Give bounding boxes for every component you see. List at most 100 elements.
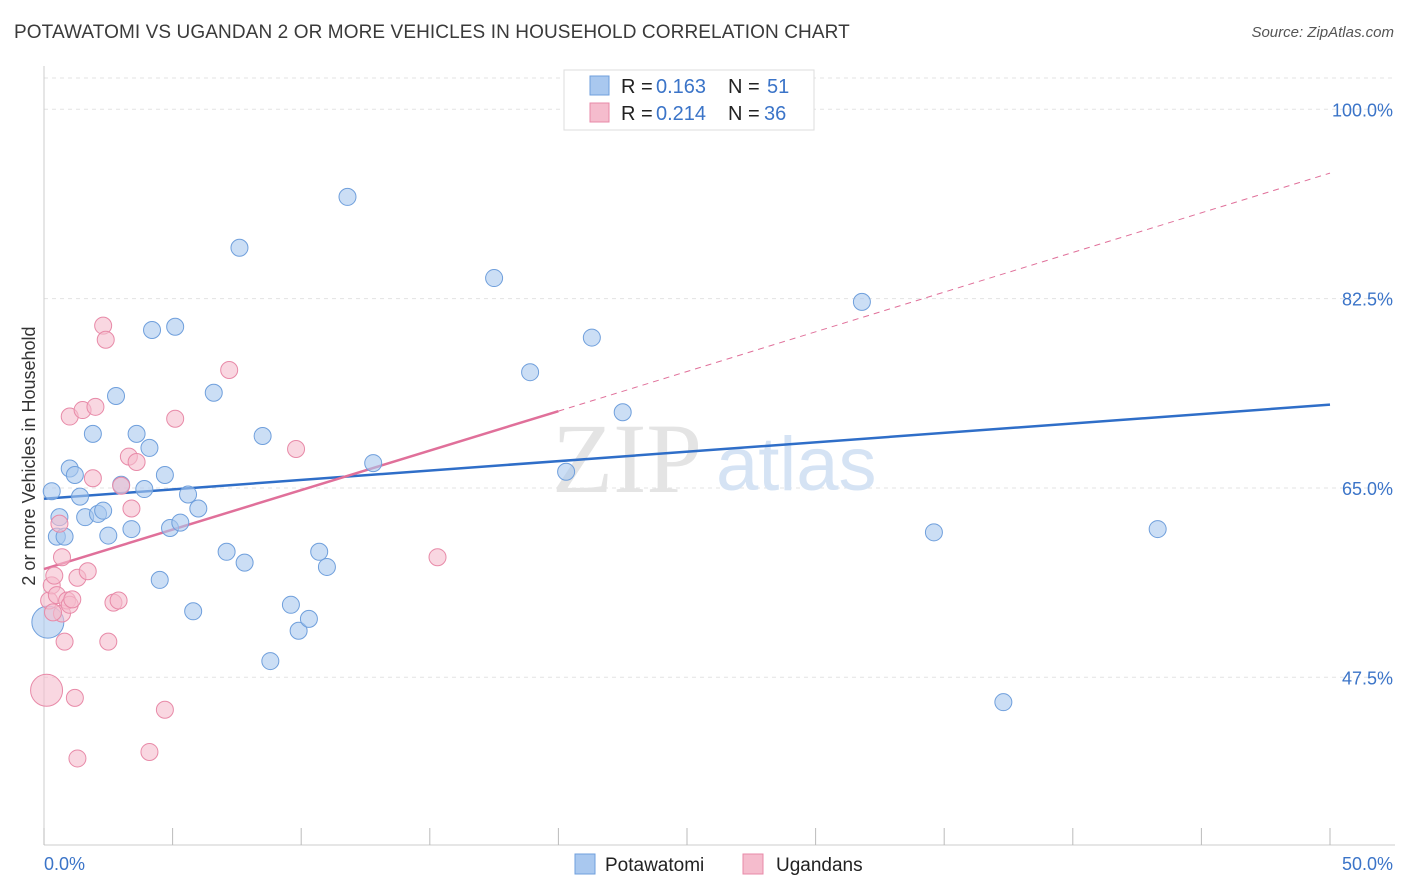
axes <box>43 66 1395 846</box>
ugandans-point <box>63 590 82 609</box>
potawatomi-point <box>281 595 300 614</box>
ugandans-point <box>68 749 87 768</box>
ugandans-point <box>44 603 63 622</box>
legend-swatch-blue <box>589 75 610 96</box>
potawatomi-point <box>261 652 280 671</box>
potawatomi-point <box>171 513 190 532</box>
legend-r-label: R = <box>621 76 653 98</box>
potawatomi-point <box>122 520 141 539</box>
y-tick-label: 100.0% <box>1332 100 1393 120</box>
potawatomi-point <box>150 570 169 589</box>
x-tick-label: 0.0% <box>44 854 85 874</box>
ugandans-point <box>287 440 306 459</box>
potawatomi-point <box>217 542 236 561</box>
watermark-zip: ZIP <box>552 403 702 514</box>
ugandans-trend-line <box>43 409 559 571</box>
legend-n-label: N = <box>728 103 760 125</box>
bottom-legend: Potawatomi Ugandans <box>574 853 863 876</box>
ugandans-point <box>140 742 159 761</box>
y-axis-label: 2 or more Vehicles in Household <box>19 326 39 585</box>
source-label: Source: ZipAtlas.com <box>1251 24 1394 41</box>
legend-n-value: 51 <box>767 76 789 98</box>
potawatomi-point <box>299 609 318 628</box>
ugandans-point <box>65 688 84 707</box>
potawatomi-point <box>140 438 159 457</box>
x-tick-labels: 0.0% 50.0% <box>44 854 1393 874</box>
ugandans-point <box>122 499 141 518</box>
ugandans-point <box>53 548 72 567</box>
ugandans-point <box>83 469 102 488</box>
legend-r-value: 0.214 <box>656 103 706 125</box>
potawatomi-point <box>364 454 383 473</box>
ugandans-point <box>127 452 146 471</box>
potawatomi-point <box>107 386 126 405</box>
potawatomi-point <box>310 542 329 561</box>
potawatomi-point <box>613 403 632 422</box>
bottom-legend-swatch-pink <box>742 853 764 875</box>
potawatomi-point <box>1148 520 1167 539</box>
potawatomi-point <box>253 427 272 446</box>
potawatomi-point <box>135 480 154 499</box>
potawatomi-point <box>924 523 943 542</box>
potawatomi-point <box>521 363 540 382</box>
ugandans-point <box>96 330 115 349</box>
bottom-legend-ugandans: Ugandans <box>776 855 863 876</box>
potawatomi-point <box>65 465 84 484</box>
gridlines <box>44 77 1395 678</box>
potawatomi-point <box>852 292 871 311</box>
legend-r-value: 0.163 <box>656 76 706 98</box>
potawatomi-point <box>230 238 249 257</box>
potawatomi-point <box>179 485 198 504</box>
ugandans-point <box>155 700 174 719</box>
potawatomi-point <box>485 269 504 288</box>
top-legend: R = 0.163 N = 51 R = 0.214 N = 36 <box>563 69 815 131</box>
data-points <box>30 97 1167 768</box>
y-tick-label: 82.5% <box>1342 290 1393 310</box>
bottom-legend-swatch-blue <box>574 853 596 875</box>
ugandans-point <box>220 361 239 380</box>
ugandans-point <box>55 632 74 651</box>
bottom-legend-potawatomi: Potawatomi <box>605 855 704 876</box>
ugandans-point <box>50 514 69 533</box>
potawatomi-point <box>94 501 113 520</box>
ugandans-point <box>78 562 97 581</box>
potawatomi-point <box>994 693 1013 712</box>
potawatomi-point <box>317 557 336 576</box>
trend-lines <box>43 172 1331 571</box>
potawatomi-point <box>289 621 308 640</box>
y-tick-labels: 47.5% 65.0% 82.5% 100.0% <box>1332 100 1393 688</box>
ugandans-point <box>99 632 118 651</box>
potawatomi-point <box>99 526 118 545</box>
chart-title: POTAWATOMI VS UGANDAN 2 OR MORE VEHICLES… <box>14 22 850 43</box>
potawatomi-point <box>189 499 208 518</box>
potawatomi-point <box>155 465 174 484</box>
potawatomi-point <box>235 553 254 572</box>
potawatomi-point <box>557 462 576 481</box>
ugandans-trend-extension <box>558 172 1331 412</box>
ugandans-point <box>428 548 447 567</box>
potawatomi-point <box>204 383 223 402</box>
potawatomi-point <box>338 187 357 206</box>
y-tick-label: 65.0% <box>1342 479 1393 499</box>
ugandans-point <box>109 591 128 610</box>
legend-n-value: 36 <box>764 103 786 125</box>
potawatomi-point <box>582 328 601 347</box>
x-tick-label: 50.0% <box>1342 854 1393 874</box>
potawatomi-trend-line <box>43 403 1331 501</box>
y-tick-label: 47.5% <box>1342 668 1393 688</box>
legend-swatch-pink <box>589 102 610 123</box>
ugandans-point <box>30 673 64 707</box>
potawatomi-point <box>83 424 102 443</box>
potawatomi-point <box>42 482 61 501</box>
ugandans-point <box>112 476 131 495</box>
ugandans-point <box>166 409 185 428</box>
legend-r-label: R = <box>621 103 653 125</box>
ugandans-point <box>86 397 105 416</box>
potawatomi-point <box>166 317 185 336</box>
ugandans-point <box>45 566 64 585</box>
watermark-atlas: atlas <box>716 422 877 507</box>
legend-n-label: N = <box>728 76 760 98</box>
potawatomi-point <box>184 602 203 621</box>
potawatomi-point <box>143 320 162 339</box>
